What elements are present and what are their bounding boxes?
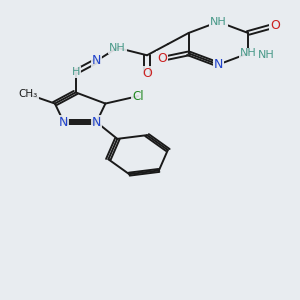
Text: Cl: Cl <box>132 90 144 103</box>
Text: NH: NH <box>210 17 227 27</box>
Text: NH: NH <box>240 48 256 59</box>
Text: NH: NH <box>109 43 126 53</box>
Text: NH: NH <box>210 17 227 27</box>
Text: N: N <box>92 116 101 129</box>
Text: N: N <box>59 116 68 129</box>
Text: N: N <box>214 58 223 71</box>
Text: O: O <box>142 67 152 80</box>
Text: H: H <box>71 67 80 77</box>
Text: CH₃: CH₃ <box>19 89 38 99</box>
Text: N: N <box>214 58 223 71</box>
Text: O: O <box>157 52 167 65</box>
Text: O: O <box>270 19 280 32</box>
Text: N: N <box>92 54 101 67</box>
Text: NH: NH <box>257 50 274 60</box>
Text: O: O <box>270 19 280 32</box>
Text: O: O <box>157 52 167 65</box>
